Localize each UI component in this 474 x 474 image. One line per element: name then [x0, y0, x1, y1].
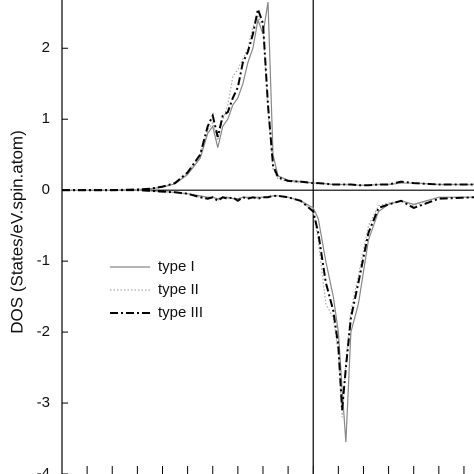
legend-label: type II	[158, 281, 199, 298]
y-tick-label: 0	[42, 181, 50, 198]
legend-label: type III	[158, 304, 203, 321]
legend-label: type I	[158, 258, 195, 275]
y-tick-label: 2	[42, 39, 50, 56]
dos-line	[62, 14, 474, 191]
y-tick-label: -4	[37, 465, 50, 474]
dos-line	[62, 5, 474, 192]
y-tick-label: -2	[37, 323, 50, 340]
dos-line	[62, 2, 474, 191]
y-tick-label: -3	[37, 394, 50, 411]
y-tick-label: 1	[42, 110, 50, 127]
dos-line	[62, 189, 474, 443]
y-tick-label: -1	[37, 252, 50, 269]
y-axis-label: DOS (States/eV.spin.atom)	[7, 130, 26, 333]
dos-line	[62, 189, 474, 418]
dos-line	[62, 189, 474, 411]
